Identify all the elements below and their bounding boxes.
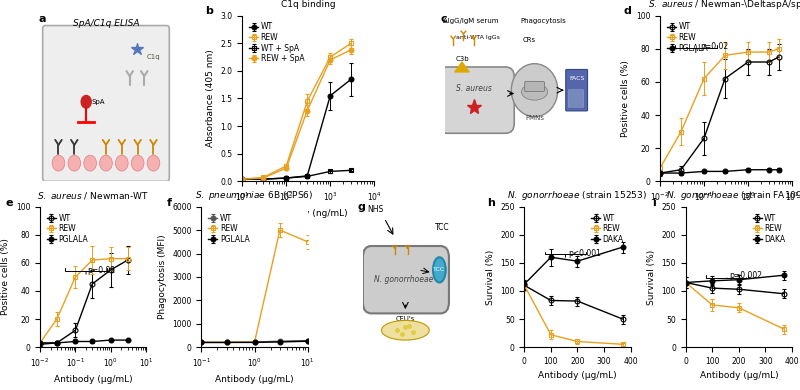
Circle shape xyxy=(511,64,558,117)
Legend: WT, REW, PGLALA: WT, REW, PGLALA xyxy=(664,20,711,56)
Text: d: d xyxy=(623,6,631,16)
Circle shape xyxy=(84,155,97,171)
Text: p=0.02: p=0.02 xyxy=(87,266,116,275)
Text: FACS: FACS xyxy=(569,76,584,81)
Title: $\it{S.\ aureus}$ / Newman-WT: $\it{S.\ aureus}$ / Newman-WT xyxy=(37,190,149,201)
Circle shape xyxy=(81,96,91,108)
Title: $\it{S.\ pneumoniae}$ 6B (CPS6): $\it{S.\ pneumoniae}$ 6B (CPS6) xyxy=(195,190,314,202)
Text: CRs: CRs xyxy=(522,37,535,43)
Y-axis label: Survival (%): Survival (%) xyxy=(486,249,494,305)
Text: PMNs: PMNs xyxy=(525,115,544,121)
X-axis label: Antibody (µg/mL): Antibody (µg/mL) xyxy=(538,371,617,380)
X-axis label: Antibody (µg/mL): Antibody (µg/mL) xyxy=(54,375,133,384)
Circle shape xyxy=(52,155,65,171)
Legend: WT, REW, WT + SpA, REW + SpA: WT, REW, WT + SpA, REW + SpA xyxy=(246,20,307,66)
Text: SpA/C1q ELISA: SpA/C1q ELISA xyxy=(73,20,139,28)
X-axis label: Antibody (µg/mL): Antibody (µg/mL) xyxy=(699,371,778,380)
Text: g: g xyxy=(358,202,366,213)
Text: i: i xyxy=(652,198,656,208)
FancyBboxPatch shape xyxy=(438,67,514,133)
Text: p<0.001: p<0.001 xyxy=(568,248,601,257)
Title: $\it{S.\ aureus}$ / Newman-\DeltaspA/spi: $\it{S.\ aureus}$ / Newman-\DeltaspA/spi xyxy=(648,0,800,11)
X-axis label: Antibody (µg/mL): Antibody (µg/mL) xyxy=(686,209,766,218)
Text: C3b: C3b xyxy=(455,56,469,62)
Y-axis label: Positive cells (%): Positive cells (%) xyxy=(2,238,10,316)
Text: TCC: TCC xyxy=(435,223,450,232)
Text: ΔIgG/IgM serum: ΔIgG/IgM serum xyxy=(443,18,498,24)
FancyBboxPatch shape xyxy=(363,246,449,314)
FancyBboxPatch shape xyxy=(568,90,584,107)
Circle shape xyxy=(115,155,128,171)
Y-axis label: Survival (%): Survival (%) xyxy=(647,249,656,305)
Legend: WT, REW, DAKA: WT, REW, DAKA xyxy=(750,211,788,247)
Ellipse shape xyxy=(382,321,430,340)
Text: f: f xyxy=(166,198,172,208)
Text: Phagocytosis: Phagocytosis xyxy=(520,18,566,24)
Text: p=0.002: p=0.002 xyxy=(730,271,762,280)
X-axis label: Antibody (ng/mL): Antibody (ng/mL) xyxy=(269,209,347,218)
Text: S. aureus: S. aureus xyxy=(456,84,491,93)
Text: NHS: NHS xyxy=(367,205,384,214)
FancyBboxPatch shape xyxy=(42,25,170,181)
FancyBboxPatch shape xyxy=(566,69,587,111)
Text: h: h xyxy=(486,198,494,208)
Y-axis label: Positive cells (%): Positive cells (%) xyxy=(622,60,630,137)
Text: SpA: SpA xyxy=(91,99,105,105)
Title: $\it{N.\ gonorrhoeae}$ (strain FA1090): $\it{N.\ gonorrhoeae}$ (strain FA1090) xyxy=(666,190,800,202)
Text: TCC: TCC xyxy=(434,268,446,272)
X-axis label: Antibody (µg/mL): Antibody (µg/mL) xyxy=(215,375,294,384)
Text: b: b xyxy=(206,6,214,16)
Polygon shape xyxy=(454,62,470,72)
Text: CFU's: CFU's xyxy=(396,316,415,322)
Circle shape xyxy=(131,155,144,171)
Circle shape xyxy=(147,155,160,171)
Legend: WT, REW, DAKA: WT, REW, DAKA xyxy=(588,211,626,247)
Circle shape xyxy=(100,155,112,171)
Text: e: e xyxy=(6,198,14,208)
Title: C1q binding: C1q binding xyxy=(281,0,335,9)
Circle shape xyxy=(68,155,81,171)
Title: $\it{N.\ gonorrhoeae}$ (strain 15253): $\it{N.\ gonorrhoeae}$ (strain 15253) xyxy=(507,190,647,202)
Text: anti-WTA IgGs: anti-WTA IgGs xyxy=(456,35,500,41)
Y-axis label: Absorbance (405 nm): Absorbance (405 nm) xyxy=(206,50,215,147)
FancyBboxPatch shape xyxy=(525,82,545,92)
Y-axis label: Phagocytosis (MFI): Phagocytosis (MFI) xyxy=(158,235,166,319)
Legend: WT, REW, PGLALA: WT, REW, PGLALA xyxy=(44,211,91,247)
Legend: WT, REW, PGLALA: WT, REW, PGLALA xyxy=(206,211,253,247)
Ellipse shape xyxy=(522,83,548,100)
Text: c: c xyxy=(440,14,447,24)
Text: C1q: C1q xyxy=(147,54,161,60)
Text: p=0.02: p=0.02 xyxy=(700,42,728,51)
Text: N. gonorrhoeae: N. gonorrhoeae xyxy=(374,275,433,284)
Text: a: a xyxy=(38,14,46,24)
Ellipse shape xyxy=(433,257,446,282)
